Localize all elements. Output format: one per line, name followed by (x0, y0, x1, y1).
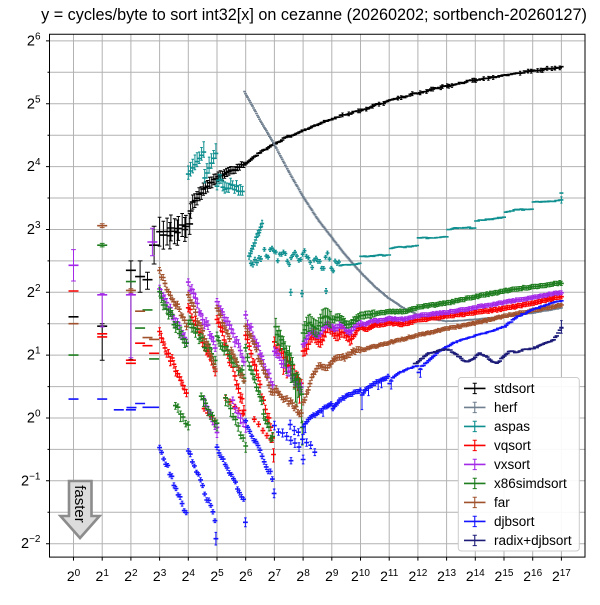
svg-text:far: far (494, 495, 510, 510)
svg-text:y = cycles/byte to sort int32[: y = cycles/byte to sort int32[x] on ceza… (41, 6, 587, 24)
svg-text:vxsort: vxsort (494, 457, 530, 472)
svg-text:aspas: aspas (494, 419, 530, 434)
svg-text:vqsort: vqsort (494, 438, 531, 453)
svg-text:djbsort: djbsort (494, 514, 535, 529)
svg-text:herf: herf (494, 400, 518, 415)
svg-text:radix+djbsort: radix+djbsort (494, 533, 572, 548)
svg-text:stdsort: stdsort (494, 381, 535, 396)
svg-text:x86simdsort: x86simdsort (494, 476, 567, 491)
svg-text:faster: faster (71, 485, 88, 523)
